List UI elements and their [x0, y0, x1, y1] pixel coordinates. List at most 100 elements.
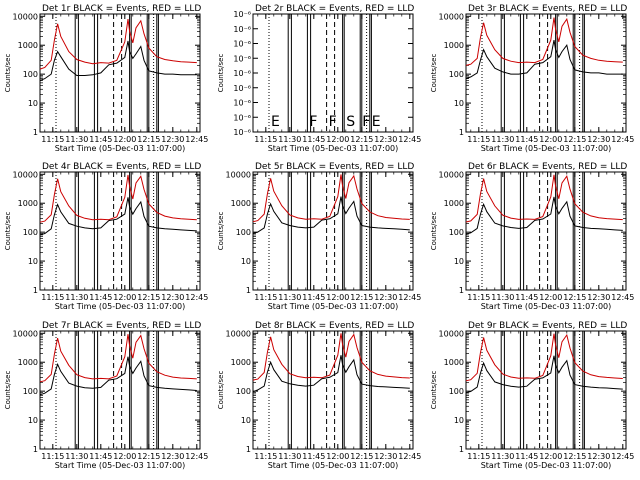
series-events — [465, 355, 623, 394]
x-tick-label: 11:45 — [515, 293, 538, 302]
marker-letter: E — [372, 114, 381, 130]
x-tick-label: 11:30 — [491, 135, 514, 144]
series-events — [465, 40, 623, 80]
x-tick-label: 11:30 — [278, 452, 301, 461]
x-axis-label: Start Time (05-Dec-03 11:07:00) — [481, 461, 612, 470]
x-tick-label: 12:30 — [161, 293, 184, 302]
x-tick-label: 12:45 — [185, 293, 208, 302]
panel-title: Det 7r BLACK = Events, RED = LLD — [42, 321, 201, 331]
detector-panel-1: Det 1r BLACK = Events, RED = LLD 1 10 100 10… — [4, 4, 208, 153]
series-lld — [252, 174, 410, 223]
marker-letter: S — [346, 114, 355, 130]
x-axis-label: Start Time (05-Dec-03 11:07:00) — [55, 302, 186, 311]
x-tick-label: 11:45 — [515, 135, 538, 144]
plot-frame — [465, 330, 627, 450]
x-tick-label: 12:45 — [611, 452, 634, 461]
x-tick-label: 12:30 — [587, 293, 610, 302]
x-tick-label: 12:45 — [185, 135, 208, 144]
series-events — [39, 197, 197, 236]
y-tick-label: 1 — [33, 445, 38, 454]
series-lld — [252, 333, 410, 381]
y-tick-label: 10⁻⁶ — [233, 128, 251, 137]
x-axis-label: Start Time (05-Dec-03 11:07:00) — [55, 144, 186, 153]
x-tick-label: 11:30 — [65, 135, 88, 144]
y-tick-label: 10000 — [13, 170, 38, 179]
series-lld — [39, 19, 197, 70]
y-tick-label: 10000 — [226, 329, 251, 338]
x-tick-label: 12:30 — [374, 135, 397, 144]
x-tick-label: 12:15 — [350, 452, 373, 461]
y-axis-label: Counts/sec — [430, 54, 438, 93]
detector-panel-7: Det 7r BLACK = Events, RED = LLD 1 10 100 10… — [4, 321, 208, 470]
y-tick-label: 1 — [33, 128, 38, 137]
y-tick-label: 1000 — [444, 41, 464, 50]
plot-frame — [39, 13, 201, 133]
x-tick-label: 11:45 — [302, 135, 325, 144]
y-tick-label: 10 — [28, 99, 38, 108]
detector-panel-3: Det 3r BLACK = Events, RED = LLD 1 10 100 10… — [430, 4, 634, 153]
series-events — [39, 356, 197, 396]
x-tick-label: 11:15 — [467, 452, 490, 461]
x-tick-label: 12:15 — [137, 452, 160, 461]
y-tick-label: 10 — [28, 416, 38, 425]
x-tick-label: 12:15 — [563, 135, 586, 144]
series-events — [39, 40, 197, 82]
x-tick-label: 11:15 — [41, 293, 64, 302]
panel-title: Det 3r BLACK = Events, RED = LLD — [468, 4, 627, 14]
y-tick-label: 10 — [241, 257, 251, 266]
x-tick-label: 12:30 — [161, 135, 184, 144]
panel-title: Det 4r BLACK = Events, RED = LLD — [42, 162, 201, 172]
y-tick-label: 10000 — [226, 170, 251, 179]
y-tick-label: 1 — [246, 445, 251, 454]
plot-frame — [252, 171, 414, 291]
y-tick-label: 100 — [23, 70, 38, 79]
y-tick-label: 100 — [236, 228, 251, 237]
x-tick-label: 12:15 — [137, 135, 160, 144]
y-tick-label: 1 — [459, 445, 464, 454]
x-tick-label: 12:00 — [539, 293, 562, 302]
y-axis-label: Counts/sec — [217, 54, 225, 93]
series-events — [252, 196, 410, 234]
marker-letter: F — [329, 114, 337, 130]
plot-frame — [465, 171, 627, 291]
y-tick-label: 10000 — [439, 329, 464, 338]
x-tick-label: 12:15 — [137, 293, 160, 302]
panel-title: Det 2r BLACK = Events, RED = LLD — [255, 4, 414, 14]
x-tick-label: 12:30 — [374, 293, 397, 302]
x-tick-label: 11:15 — [41, 452, 64, 461]
x-tick-label: 12:15 — [350, 293, 373, 302]
plot-frame — [465, 13, 627, 133]
y-axis-label: Counts/sec — [4, 54, 12, 93]
x-tick-label: 12:30 — [587, 452, 610, 461]
panel-title: Det 1r BLACK = Events, RED = LLD — [42, 4, 201, 14]
x-tick-label: 11:45 — [89, 293, 112, 302]
series-lld — [39, 174, 197, 223]
x-tick-label: 11:15 — [467, 293, 490, 302]
y-axis-label: Counts/sec — [4, 371, 12, 410]
detector-panel-5: Det 5r BLACK = Events, RED = LLD 1 10 100 10… — [217, 162, 421, 311]
y-tick-label: 10⁻⁶ — [233, 54, 251, 63]
y-tick-label: 1 — [459, 128, 464, 137]
y-axis-label: Counts/sec — [430, 371, 438, 410]
x-tick-label: 12:45 — [185, 452, 208, 461]
y-tick-label: 10⁻⁶ — [233, 84, 251, 93]
y-tick-label: 1 — [33, 286, 38, 295]
y-tick-label: 1000 — [18, 41, 38, 50]
x-tick-label: 11:30 — [491, 293, 514, 302]
detector-panel-4: Det 4r BLACK = Events, RED = LLD 1 10 100 10… — [4, 162, 208, 311]
x-tick-label: 12:15 — [563, 452, 586, 461]
x-axis-label: Start Time (05-Dec-03 11:07:00) — [268, 461, 399, 470]
y-tick-label: 1000 — [444, 199, 464, 208]
x-axis-label: Start Time (05-Dec-03 11:07:00) — [268, 144, 399, 153]
x-axis-label: Start Time (05-Dec-03 11:07:00) — [481, 144, 612, 153]
y-tick-label: 100 — [449, 70, 464, 79]
y-tick-label: 10000 — [13, 12, 38, 21]
x-axis-label: Start Time (05-Dec-03 11:07:00) — [55, 461, 186, 470]
y-axis-label: Counts/sec — [217, 212, 225, 251]
x-tick-label: 11:15 — [467, 135, 490, 144]
x-tick-label: 11:30 — [65, 293, 88, 302]
x-tick-label: 11:15 — [41, 135, 64, 144]
y-tick-label: 100 — [449, 387, 464, 396]
x-tick-label: 12:00 — [326, 293, 349, 302]
